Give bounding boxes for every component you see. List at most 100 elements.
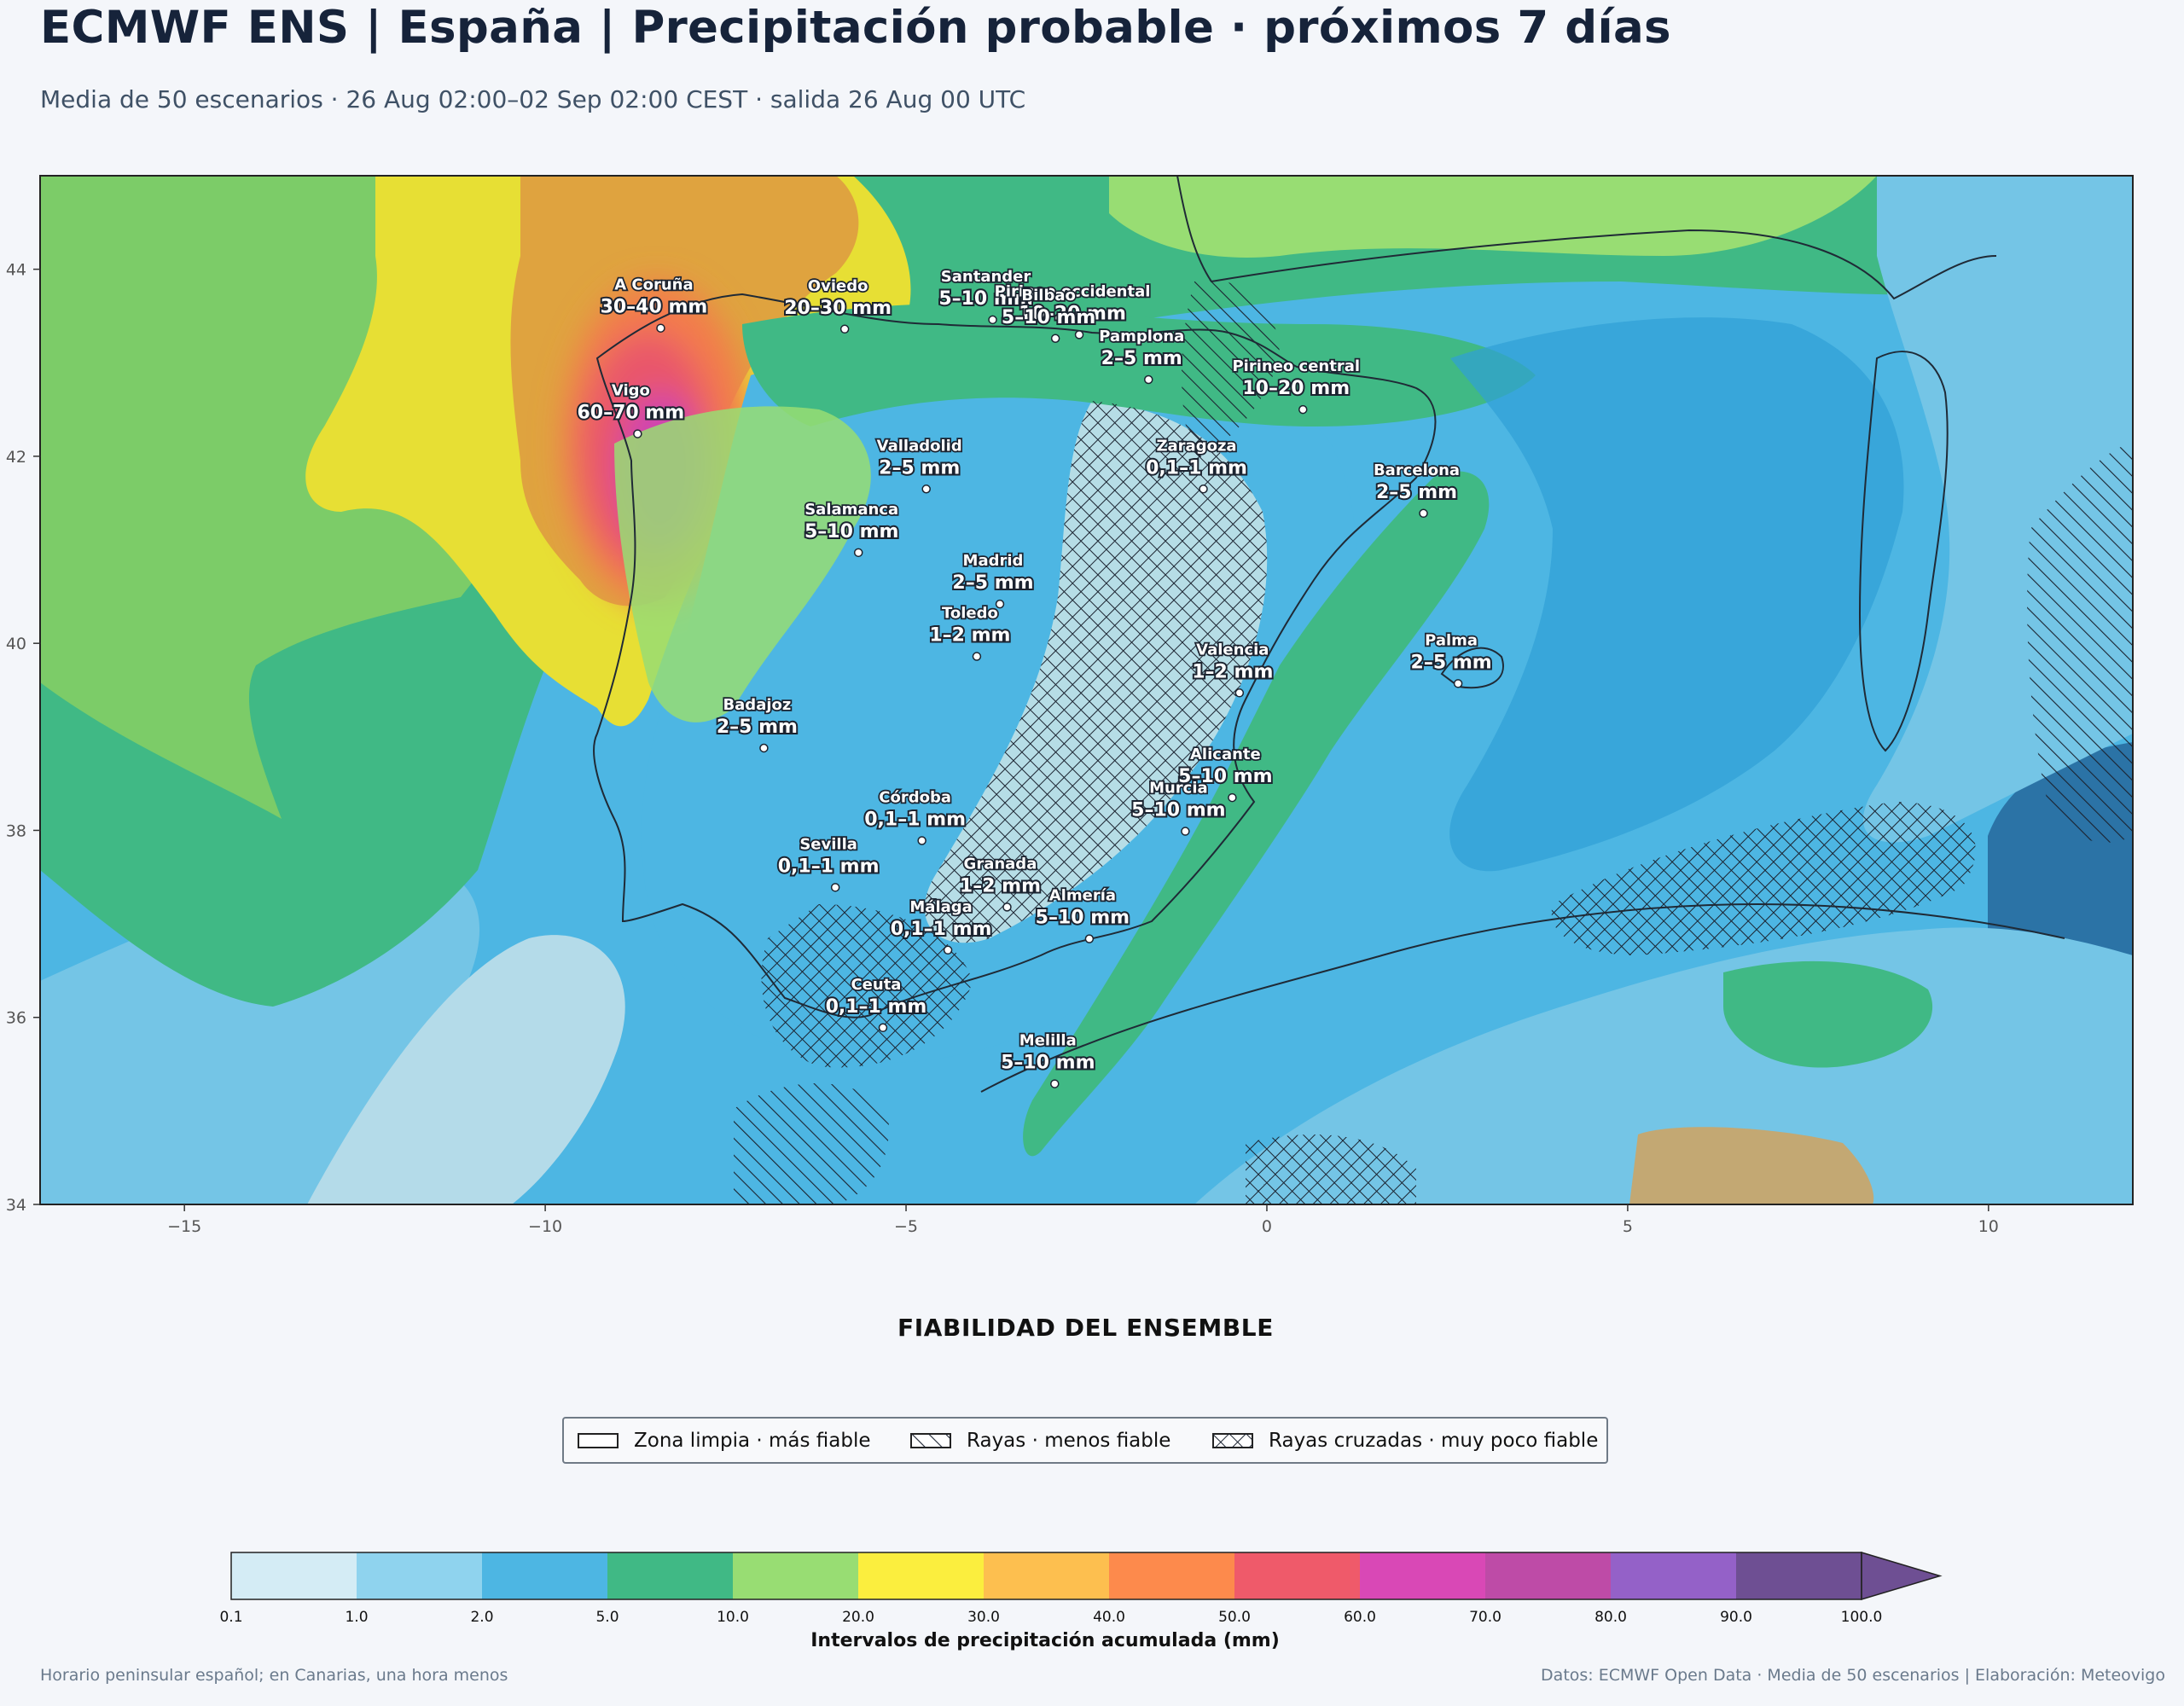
coastline-mallorca bbox=[1440, 647, 1504, 689]
city-marker: Alicante 5–10 mm bbox=[1176, 744, 1275, 803]
y-tick-label: 44 bbox=[6, 261, 26, 280]
field-blue-mediterranean bbox=[1449, 317, 1904, 872]
city-value: 0,1–1 mm bbox=[1146, 457, 1247, 479]
x-tick-label: −10 bbox=[528, 1217, 562, 1236]
y-tick-label: 38 bbox=[6, 821, 26, 840]
city-value: 1–2 mm bbox=[960, 875, 1041, 897]
city-name: Vigo bbox=[612, 382, 650, 400]
x-tick-label: 10 bbox=[1978, 1217, 1999, 1236]
colorbar-tick-label: 70.0 bbox=[1469, 1609, 1502, 1626]
y-tick-label: 42 bbox=[6, 448, 26, 467]
city-name: Ceuta bbox=[851, 976, 901, 994]
city-marker: Vigo 60–70 mm bbox=[575, 380, 686, 438]
colorbar-segment bbox=[858, 1552, 984, 1599]
city-name: Pirineo occidental bbox=[995, 282, 1151, 300]
hatch-cross-mid-south bbox=[1246, 1134, 1416, 1204]
city-marker: Palma 2–5 mm bbox=[1409, 630, 1494, 688]
colorbar-segment bbox=[607, 1552, 733, 1599]
field-lightgreen-castilla bbox=[614, 406, 871, 722]
city-name: Valladolid bbox=[877, 437, 962, 455]
city-value: 30–40 mm bbox=[601, 297, 708, 318]
city-name: Sevilla bbox=[799, 835, 857, 853]
city-marker: Pirineo occidental 10–20 mm bbox=[993, 281, 1152, 339]
city-value: 0,1–1 mm bbox=[826, 996, 927, 1018]
city-dot bbox=[853, 548, 863, 558]
clean-swatch-icon bbox=[578, 1432, 619, 1448]
colorbar-segment bbox=[1360, 1552, 1485, 1599]
city-name: Murcia bbox=[1149, 780, 1208, 798]
city-name: Valencia bbox=[1196, 641, 1269, 659]
field-green-algeria bbox=[1723, 960, 1933, 1068]
hatch-stripes-ebro bbox=[1182, 280, 1280, 461]
city-name: Bilbao bbox=[1021, 287, 1075, 305]
city-marker: Granada 1–2 mm bbox=[958, 854, 1043, 912]
city-dot bbox=[1228, 792, 1237, 803]
city-marker: Bilbao 5–10 mm bbox=[1000, 285, 1097, 344]
city-marker: Melilla 5–10 mm bbox=[999, 1030, 1097, 1088]
city-dot bbox=[1143, 374, 1153, 385]
city-value: 0,1–1 mm bbox=[864, 809, 966, 831]
city-name: Salamanca bbox=[804, 501, 898, 519]
colorbar-segment bbox=[1736, 1552, 1862, 1599]
city-marker: Pirineo central 10–20 mm bbox=[1231, 356, 1362, 415]
city-value: 2–5 mm bbox=[717, 717, 798, 738]
colorbar-tick-label: 10.0 bbox=[717, 1609, 749, 1626]
y-tick-label: 36 bbox=[6, 1009, 26, 1028]
city-value: 1–2 mm bbox=[929, 625, 1010, 647]
city-marker: A Coruña 30–40 mm bbox=[599, 275, 709, 333]
colorbar-segment bbox=[482, 1552, 607, 1599]
hatch-cross-andalucia bbox=[761, 904, 973, 1068]
x-tick-label: −5 bbox=[894, 1217, 918, 1236]
city-value: 5–10 mm bbox=[1131, 800, 1225, 821]
colorbar-tick-label: 80.0 bbox=[1594, 1609, 1627, 1626]
legend-label-crosshatch: Rayas cruzadas · muy poco fiable bbox=[1269, 1429, 1599, 1452]
city-name: Palma bbox=[1425, 631, 1478, 649]
colorbar-segment bbox=[1109, 1552, 1234, 1599]
footer-credits: Datos: ECMWF Open Data · Media de 50 esc… bbox=[1541, 1666, 2165, 1685]
city-name: Toledo bbox=[942, 605, 998, 623]
city-value: 2–5 mm bbox=[1376, 482, 1457, 503]
city-dot bbox=[1002, 902, 1012, 912]
city-value: 5–10 mm bbox=[804, 521, 898, 543]
city-dot bbox=[1050, 334, 1060, 344]
city-marker: Madrid 2–5 mm bbox=[950, 550, 1036, 609]
legend-item-clean: Zona limpia · más fiable bbox=[578, 1419, 871, 1462]
city-dot bbox=[988, 315, 997, 325]
colorbar-title: Intervalos de precipitación acumulada (m… bbox=[810, 1630, 1280, 1651]
city-value: 5–10 mm bbox=[938, 288, 1032, 310]
city-value: 60–70 mm bbox=[577, 403, 684, 424]
map-axes: −15 −10 −5 0 5 10 34 36 38 40 42 44 bbox=[6, 261, 1999, 1236]
city-name: Córdoba bbox=[879, 789, 951, 807]
city-value: 20–30 mm bbox=[784, 298, 892, 319]
city-dot bbox=[1453, 679, 1463, 688]
colorbar-segment bbox=[357, 1552, 482, 1599]
city-dot bbox=[1050, 1079, 1060, 1088]
map-field bbox=[40, 176, 2133, 1204]
colorbar-segment bbox=[231, 1552, 357, 1599]
city-marker: Badajoz 2–5 mm bbox=[715, 694, 799, 753]
colorbar-tick-label: 30.0 bbox=[967, 1609, 1000, 1626]
city-dot bbox=[1074, 330, 1084, 339]
colorbar-tick-label: 20.0 bbox=[842, 1609, 874, 1626]
coastline-iberia bbox=[593, 293, 1437, 1018]
city-value: 2–5 mm bbox=[1101, 348, 1182, 369]
colorbar-tick-label: 50.0 bbox=[1218, 1609, 1251, 1626]
city-marker: Pamplona 2–5 mm bbox=[1097, 326, 1186, 385]
city-value: 5–10 mm bbox=[1001, 1053, 1095, 1074]
city-name: Granada bbox=[964, 855, 1037, 873]
city-labels: A Coruña 30–40 mm Oviedo 20–30 mm Santander 5… bbox=[575, 266, 1494, 1088]
colorbar-segment bbox=[733, 1552, 858, 1599]
precipitation-map: −15 −10 −5 0 5 10 34 36 38 40 42 44 A Coruña 30–40 m… bbox=[6, 175, 2134, 1236]
city-dot bbox=[1419, 508, 1428, 519]
city-marker: Sevilla 0,1–1 mm bbox=[776, 834, 881, 892]
hatch-stripes-gibraltar bbox=[734, 1083, 889, 1204]
city-dot bbox=[917, 836, 926, 845]
crosshatch-swatch-icon bbox=[1212, 1432, 1253, 1448]
city-marker: Toledo 1–2 mm bbox=[927, 603, 1012, 661]
city-marker: Ceuta 0,1–1 mm bbox=[824, 974, 928, 1033]
city-marker: Murcia 5–10 mm bbox=[1130, 778, 1228, 836]
stripes-swatch-icon bbox=[910, 1432, 951, 1448]
colorbar-tick-label: 2.0 bbox=[470, 1609, 493, 1626]
city-marker: Córdoba 0,1–1 mm bbox=[863, 787, 967, 845]
city-dot bbox=[1298, 404, 1308, 415]
